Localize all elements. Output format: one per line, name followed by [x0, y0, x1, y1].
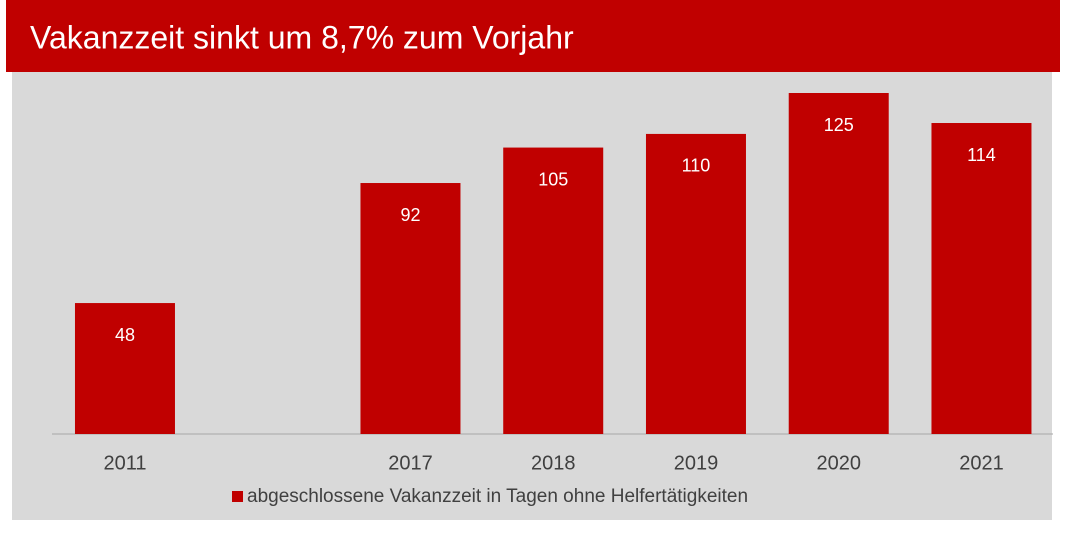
bar [360, 183, 461, 434]
x-tick-label: 2020 [816, 452, 861, 474]
data-label: 48 [115, 325, 135, 345]
bar [645, 133, 746, 435]
x-tick-label: 2018 [531, 452, 576, 474]
bar [931, 123, 1032, 435]
data-label: 110 [682, 156, 711, 176]
legend-label: abgeschlossene Vakanzzeit in Tagen ohne … [247, 486, 748, 507]
bar [503, 147, 604, 434]
data-label: 125 [824, 115, 854, 135]
bar [74, 303, 175, 434]
bar [788, 93, 889, 434]
data-label: 114 [967, 145, 996, 165]
header-band [6, 0, 1060, 72]
x-tick-label: 2017 [388, 452, 433, 474]
data-label: 105 [538, 169, 568, 189]
legend-swatch [232, 491, 243, 502]
data-label: 92 [400, 205, 420, 225]
x-tick-label: 2019 [674, 452, 719, 474]
x-tick-label: 2011 [103, 452, 146, 474]
x-tick-label: 2021 [959, 452, 1004, 474]
chart-title: Vakanzzeit sinkt um 8,7% zum Vorjahr [30, 19, 574, 55]
